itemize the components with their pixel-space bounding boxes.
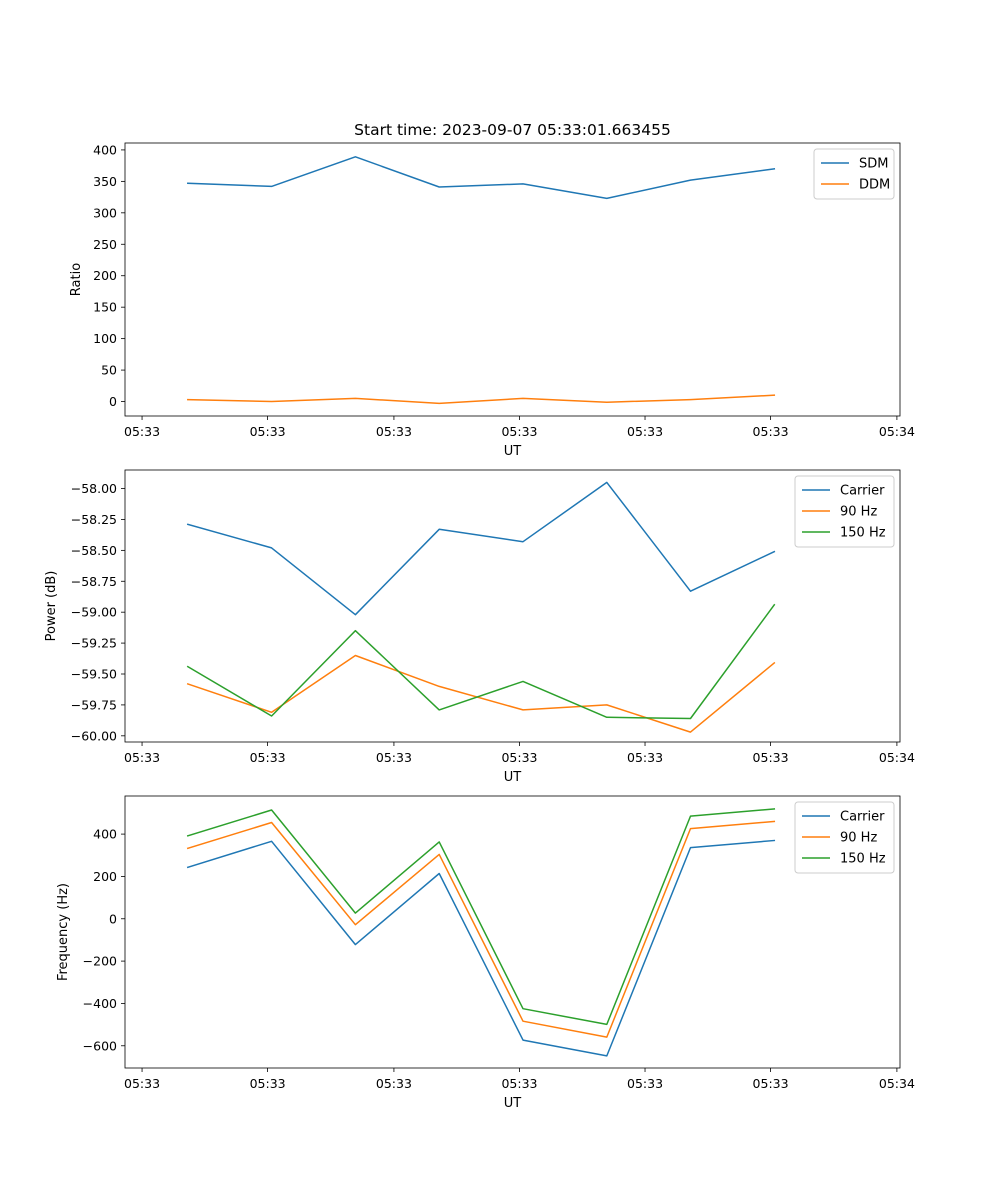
y-tick-label: −59.75 bbox=[71, 697, 117, 712]
legend-label: 90 Hz bbox=[840, 505, 877, 520]
y-tick-label: 400 bbox=[93, 142, 117, 157]
y-tick-label: 0 bbox=[109, 911, 117, 926]
x-tick-label: 05:33 bbox=[250, 1076, 286, 1091]
x-tick-label: 05:33 bbox=[501, 1076, 537, 1091]
y-tick-label: 100 bbox=[93, 331, 117, 346]
series-line-150-hz bbox=[186, 808, 776, 1026]
x-tick-label: 05:34 bbox=[879, 424, 915, 439]
y-tick-label: −400 bbox=[83, 996, 117, 1011]
legend-box bbox=[794, 801, 895, 874]
x-tick-label: 05:34 bbox=[879, 750, 915, 765]
x-tick-label: 05:33 bbox=[501, 424, 537, 439]
legend: SDM DDM bbox=[813, 148, 895, 200]
x-tick-label: 05:33 bbox=[627, 750, 663, 765]
series-line-sdm bbox=[187, 156, 776, 200]
series-line-carrier bbox=[186, 839, 776, 1057]
legend-box bbox=[794, 475, 895, 548]
plot-frame bbox=[124, 142, 901, 417]
x-tick-label: 05:33 bbox=[376, 424, 412, 439]
x-tick-label: 05:33 bbox=[250, 424, 286, 439]
chart-panel-3: 05:33 05:33 05:33 05:33 05:33 05:33 05:34 −600 −… bbox=[56, 795, 915, 1111]
series-line-carrier bbox=[186, 481, 776, 616]
y-axis-label: Frequency (Hz) bbox=[56, 883, 71, 981]
y-tick-label: −58.50 bbox=[71, 543, 117, 558]
plot-frame bbox=[124, 469, 901, 743]
x-tick-label: 05:33 bbox=[627, 424, 663, 439]
y-tick-label: −58.75 bbox=[71, 574, 117, 589]
y-tick-label: 400 bbox=[93, 827, 117, 842]
y-tick-label: −59.25 bbox=[71, 636, 117, 651]
y-tick-label: 200 bbox=[93, 268, 117, 283]
x-tick-label: 05:34 bbox=[879, 1076, 915, 1091]
x-axis-label: UT bbox=[504, 770, 522, 785]
series-line-ddm bbox=[187, 394, 776, 405]
x-tick-label: 05:33 bbox=[753, 750, 789, 765]
plot-frame bbox=[124, 795, 901, 1069]
x-tick-label: 05:33 bbox=[250, 750, 286, 765]
legend-label: 150 Hz bbox=[840, 852, 886, 867]
chart-panel-2: 05:33 05:33 05:33 05:33 05:33 05:33 05:34 −60.0… bbox=[44, 469, 915, 785]
x-tick-label: 05:33 bbox=[124, 750, 160, 765]
y-tick-label: −58.00 bbox=[71, 481, 117, 496]
y-tick-label: 350 bbox=[93, 174, 117, 189]
legend-label: 90 Hz bbox=[840, 831, 877, 846]
series-line-90-hz bbox=[186, 654, 776, 733]
x-tick-label: 05:33 bbox=[124, 1076, 160, 1091]
chart-title: Start time: 2023-09-07 05:33:01.663455 bbox=[354, 121, 671, 139]
y-tick-label: 300 bbox=[93, 205, 117, 220]
legend-label: Carrier bbox=[840, 484, 885, 499]
x-tick-label: 05:33 bbox=[627, 1076, 663, 1091]
y-tick-label: 50 bbox=[101, 363, 117, 378]
x-tick-label: 05:33 bbox=[753, 1076, 789, 1091]
series-line-90-hz bbox=[186, 820, 776, 1038]
legend-label: Carrier bbox=[840, 810, 885, 825]
y-tick-label: −600 bbox=[83, 1038, 117, 1053]
legend-label: 150 Hz bbox=[840, 526, 886, 541]
x-tick-label: 05:33 bbox=[376, 750, 412, 765]
y-axis-label: Power (dB) bbox=[44, 571, 59, 642]
y-tick-label: 250 bbox=[93, 237, 117, 252]
legend: Carrier 90 Hz 150 Hz bbox=[794, 475, 895, 548]
y-tick-label: −59.50 bbox=[71, 667, 117, 682]
legend-label: SDM bbox=[859, 157, 888, 172]
legend-box bbox=[813, 148, 895, 200]
series-line-150-hz bbox=[186, 603, 776, 720]
y-tick-label: 150 bbox=[93, 300, 117, 315]
y-tick-label: −58.25 bbox=[71, 512, 117, 527]
legend-label: DDM bbox=[859, 178, 890, 193]
y-tick-label: −200 bbox=[83, 954, 117, 969]
y-axis-label: Ratio bbox=[69, 263, 84, 296]
x-tick-label: 05:33 bbox=[753, 424, 789, 439]
chart-panel-1: 05:33 05:33 05:33 05:33 05:33 05:33 05:34 0 50 10… bbox=[69, 121, 915, 459]
x-axis-label: UT bbox=[504, 1096, 522, 1111]
y-tick-label: 200 bbox=[93, 869, 117, 884]
legend: Carrier 90 Hz 150 Hz bbox=[794, 801, 895, 874]
x-tick-label: 05:33 bbox=[501, 750, 537, 765]
x-tick-label: 05:33 bbox=[376, 1076, 412, 1091]
x-tick-label: 05:33 bbox=[124, 424, 160, 439]
y-tick-label: −59.00 bbox=[71, 605, 117, 620]
y-tick-label: 0 bbox=[109, 394, 117, 409]
y-tick-label: −60.00 bbox=[71, 728, 117, 743]
x-axis-label: UT bbox=[504, 444, 522, 459]
